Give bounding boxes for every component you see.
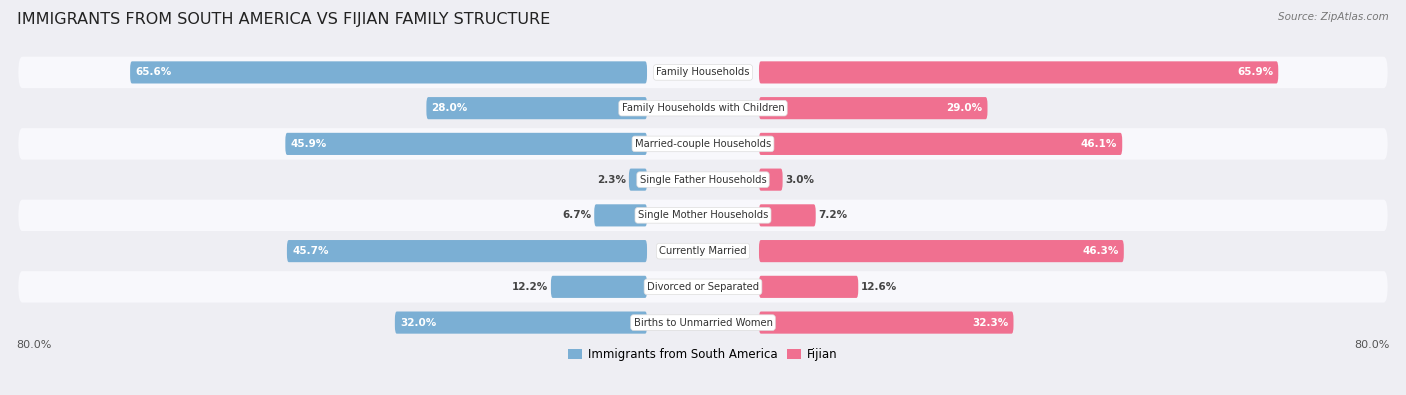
Text: 28.0%: 28.0% — [432, 103, 468, 113]
Text: 45.7%: 45.7% — [292, 246, 329, 256]
FancyBboxPatch shape — [628, 169, 647, 191]
FancyBboxPatch shape — [18, 199, 1388, 231]
Text: 12.6%: 12.6% — [860, 282, 897, 292]
Text: 65.9%: 65.9% — [1237, 68, 1272, 77]
Text: Family Households: Family Households — [657, 68, 749, 77]
Text: Source: ZipAtlas.com: Source: ZipAtlas.com — [1278, 12, 1389, 22]
FancyBboxPatch shape — [426, 97, 647, 119]
FancyBboxPatch shape — [131, 61, 647, 83]
Text: 12.2%: 12.2% — [512, 282, 548, 292]
FancyBboxPatch shape — [18, 57, 1388, 88]
FancyBboxPatch shape — [595, 204, 647, 226]
Text: Married-couple Households: Married-couple Households — [636, 139, 770, 149]
Text: Family Households with Children: Family Households with Children — [621, 103, 785, 113]
Legend: Immigrants from South America, Fijian: Immigrants from South America, Fijian — [564, 343, 842, 366]
Text: 7.2%: 7.2% — [818, 211, 848, 220]
FancyBboxPatch shape — [759, 61, 1278, 83]
Text: 80.0%: 80.0% — [17, 340, 52, 350]
FancyBboxPatch shape — [759, 204, 815, 226]
Text: 32.3%: 32.3% — [972, 318, 1008, 327]
Text: 29.0%: 29.0% — [946, 103, 983, 113]
Text: 46.3%: 46.3% — [1083, 246, 1119, 256]
Text: Single Father Households: Single Father Households — [640, 175, 766, 184]
Text: Currently Married: Currently Married — [659, 246, 747, 256]
FancyBboxPatch shape — [759, 240, 1123, 262]
FancyBboxPatch shape — [18, 271, 1388, 303]
Text: Single Mother Households: Single Mother Households — [638, 211, 768, 220]
Text: Births to Unmarried Women: Births to Unmarried Women — [634, 318, 772, 327]
FancyBboxPatch shape — [395, 312, 647, 334]
FancyBboxPatch shape — [759, 169, 783, 191]
FancyBboxPatch shape — [759, 276, 858, 298]
FancyBboxPatch shape — [287, 240, 647, 262]
Text: 46.1%: 46.1% — [1081, 139, 1116, 149]
Text: 2.3%: 2.3% — [598, 175, 626, 184]
FancyBboxPatch shape — [18, 164, 1388, 196]
Text: 45.9%: 45.9% — [291, 139, 326, 149]
FancyBboxPatch shape — [18, 92, 1388, 124]
FancyBboxPatch shape — [759, 133, 1122, 155]
Text: 6.7%: 6.7% — [562, 211, 592, 220]
FancyBboxPatch shape — [18, 235, 1388, 267]
Text: 65.6%: 65.6% — [135, 68, 172, 77]
FancyBboxPatch shape — [18, 128, 1388, 160]
FancyBboxPatch shape — [551, 276, 647, 298]
FancyBboxPatch shape — [759, 312, 1014, 334]
FancyBboxPatch shape — [18, 307, 1388, 338]
Text: 32.0%: 32.0% — [401, 318, 436, 327]
Text: Divorced or Separated: Divorced or Separated — [647, 282, 759, 292]
FancyBboxPatch shape — [285, 133, 647, 155]
Text: 80.0%: 80.0% — [1354, 340, 1389, 350]
Text: IMMIGRANTS FROM SOUTH AMERICA VS FIJIAN FAMILY STRUCTURE: IMMIGRANTS FROM SOUTH AMERICA VS FIJIAN … — [17, 12, 550, 27]
FancyBboxPatch shape — [759, 97, 987, 119]
Text: 3.0%: 3.0% — [785, 175, 814, 184]
